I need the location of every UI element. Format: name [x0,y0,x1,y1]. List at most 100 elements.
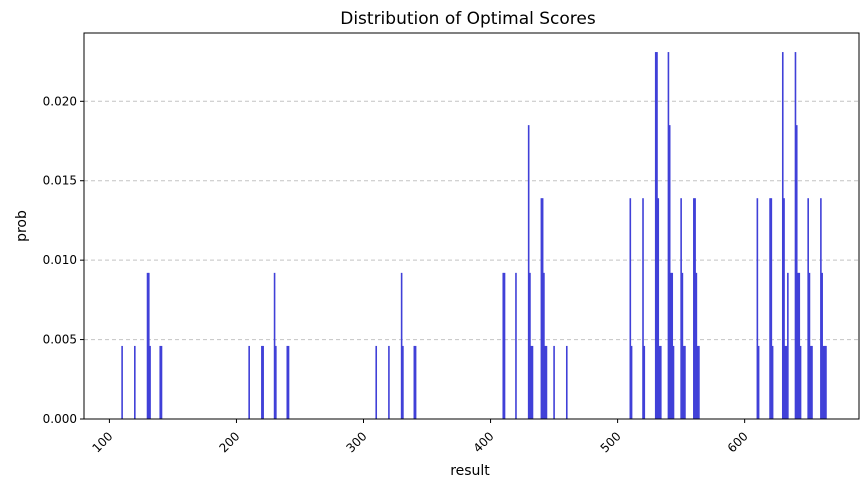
bar [771,345,774,419]
bar [668,125,671,420]
bar [696,345,699,419]
y-axis-ticks: 0.000 0.005 0.010 0.015 0.020 [43,94,84,426]
bar [642,198,644,419]
bar [808,272,811,419]
bar [799,345,802,419]
bar [820,198,822,419]
bar [529,272,531,419]
bar [787,272,789,419]
bar [822,345,825,419]
bar [540,198,543,419]
bar [798,272,801,419]
bar [531,345,534,419]
bar [413,345,416,419]
x-axis-label: result [450,463,490,479]
x-axis-ticks: 100 200 300 400 500 600 [89,419,751,455]
y-gridlines [84,100,859,341]
bar [757,345,760,419]
bar [681,272,684,419]
bar [121,345,123,419]
bars [121,52,827,420]
bar [530,345,533,419]
y-tick-label: 0.005 [43,333,77,347]
plot-frame [83,32,860,420]
bar [262,345,264,419]
bar [160,345,163,419]
bar [159,345,162,419]
bar [503,272,506,419]
bar [698,345,700,419]
bar [672,345,675,419]
bar [671,272,674,419]
bar [553,345,555,419]
x-tick-label: 200 [216,429,242,455]
bar [657,198,660,419]
bar [785,345,788,419]
bar [783,198,785,419]
bar [273,272,276,419]
bar [134,345,136,419]
bar [656,52,658,419]
bar [654,52,657,419]
x-tick-label: 300 [344,429,370,455]
x-tick-label: 600 [725,429,751,455]
chart-title: Distribution of Optimal Scores [340,9,596,29]
bar [544,345,546,419]
bar [286,345,289,419]
bar [643,345,646,419]
bar [261,345,263,419]
y-tick-label: 0.000 [43,412,77,426]
x-tick-label: 100 [89,429,115,455]
bar [797,272,799,419]
bar [784,345,787,419]
bar [629,198,632,419]
bar [400,272,403,419]
y-tick-label: 0.015 [43,174,77,188]
bar [146,272,149,419]
bar [794,52,797,419]
bar [545,345,548,419]
bar [660,345,662,419]
bar [388,345,390,419]
bar [248,345,250,419]
y-tick-label: 0.010 [43,253,77,267]
bar [770,198,773,419]
bar [682,345,685,419]
bar [807,198,809,419]
bar [275,345,277,419]
bar [287,345,290,419]
bar [756,198,759,419]
bar [781,52,784,419]
bar [670,272,672,419]
bar [502,272,505,419]
bar [515,272,517,419]
bar [811,345,813,419]
bar [821,272,823,419]
bar [667,52,670,419]
bar [823,345,826,419]
bar [149,345,151,419]
bar [541,198,544,419]
bar [795,125,798,420]
bar [684,345,686,419]
bar [414,345,417,419]
bar [147,272,150,419]
x-tick-label: 500 [598,429,624,455]
bar [825,345,827,419]
y-axis-label: prob [14,210,30,242]
bar [527,125,530,420]
bar [693,198,695,419]
bar [680,198,682,419]
bar [769,198,771,419]
bar [565,345,568,419]
bar [630,345,633,419]
bar [809,345,812,419]
bar [543,272,545,419]
x-tick-label: 400 [471,429,497,455]
bar [694,198,696,419]
y-tick-label: 0.020 [43,94,77,108]
bar [695,272,698,419]
bar [658,345,661,419]
bar [402,345,404,419]
